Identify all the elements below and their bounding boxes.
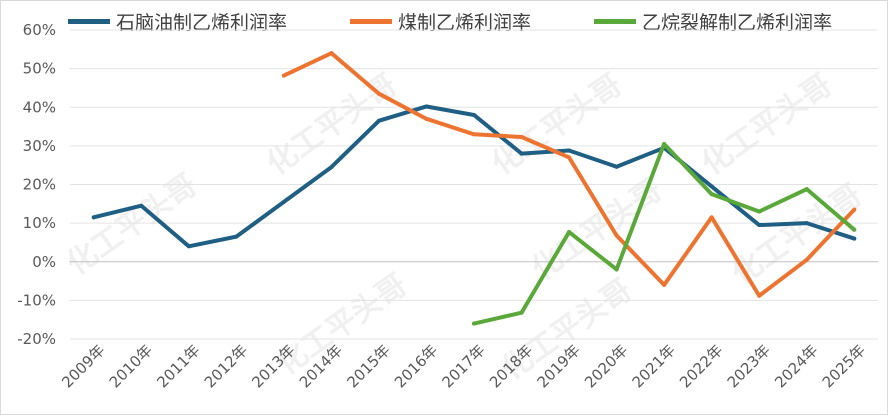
x-tick-label: 2021年 — [629, 341, 679, 391]
data-point — [757, 209, 762, 214]
x-axis-ticks: 2009年2010年2011年2012年2013年2014年2015年2016年… — [58, 341, 869, 391]
legend-swatch — [594, 19, 636, 24]
legend-swatch — [350, 19, 392, 24]
data-point — [329, 51, 334, 56]
y-tick-label: -10% — [17, 291, 56, 309]
data-point — [804, 187, 809, 192]
y-tick-label: -20% — [17, 330, 56, 348]
legend-label: 石脑油制乙烯利润率 — [116, 12, 288, 34]
legend-swatch — [68, 19, 110, 24]
legend-label: 乙烷裂解制乙烯利润率 — [642, 12, 833, 34]
data-point — [804, 257, 809, 262]
data-point — [614, 267, 619, 272]
data-point — [614, 233, 619, 238]
legend-label: 煤制乙烯利润率 — [398, 12, 532, 34]
data-point — [662, 282, 667, 287]
data-point — [709, 192, 714, 197]
data-point — [186, 244, 191, 249]
x-tick-label: 2017年 — [438, 341, 488, 391]
x-tick-label: 2014年 — [296, 341, 346, 391]
x-tick-label: 2018年 — [486, 341, 536, 391]
x-tick-label: 2016年 — [391, 341, 441, 391]
series-line-1 — [281, 51, 857, 298]
data-point — [757, 223, 762, 228]
data-point — [281, 73, 286, 78]
data-point — [709, 184, 714, 189]
data-point — [329, 165, 334, 170]
data-point — [709, 215, 714, 220]
x-tick-label: 2020年 — [581, 341, 631, 391]
x-tick-label: 2023年 — [724, 341, 774, 391]
data-point — [376, 118, 381, 123]
data-point — [234, 234, 239, 239]
data-point — [519, 134, 524, 139]
x-tick-label: 2022年 — [676, 341, 726, 391]
series-line-2 — [472, 141, 857, 326]
series-line-0 — [91, 104, 857, 249]
x-tick-label: 2015年 — [343, 341, 393, 391]
x-tick-label: 2019年 — [534, 341, 584, 391]
data-point — [567, 148, 572, 153]
data-point — [472, 321, 476, 326]
x-tick-label: 2025年 — [819, 341, 869, 391]
data-point — [804, 221, 809, 226]
legend-item-naphtha: 石脑油制乙烯利润率 — [68, 8, 287, 35]
data-point — [91, 215, 96, 220]
data-point — [662, 141, 667, 146]
data-point — [567, 230, 572, 235]
y-tick-label: 0% — [32, 253, 56, 271]
y-axis-ticks: -20% -10% 0% 10% 20% 30% 40% 50% 60% — [17, 21, 56, 348]
y-tick-label: 10% — [23, 214, 56, 232]
legend-item-coal: 煤制乙烯利润率 — [350, 8, 531, 35]
data-point — [424, 104, 429, 109]
data-point — [424, 116, 429, 121]
x-tick-label: 2012年 — [201, 341, 251, 391]
data-point — [614, 164, 619, 169]
y-tick-label: 50% — [23, 60, 56, 78]
data-point — [852, 236, 857, 241]
gridlines — [70, 29, 878, 340]
y-tick-label: 20% — [23, 176, 56, 194]
legend-item-ethane: 乙烷裂解制乙烯利润率 — [594, 8, 832, 35]
x-tick-label: 2013年 — [248, 341, 298, 391]
x-tick-label: 2009年 — [58, 341, 108, 391]
data-point — [139, 203, 144, 208]
series-lines — [91, 51, 857, 326]
x-tick-label: 2024年 — [771, 341, 821, 391]
data-point — [519, 151, 524, 156]
y-tick-label: 30% — [23, 137, 56, 155]
y-tick-label: 40% — [23, 98, 56, 116]
data-point — [567, 155, 572, 160]
data-point — [281, 199, 286, 204]
data-point — [852, 227, 857, 232]
data-point — [472, 132, 476, 137]
data-point — [852, 207, 857, 212]
data-point — [757, 293, 762, 298]
chart-legend: 石脑油制乙烯利润率 煤制乙烯利润率 乙烷裂解制乙烯利润率 — [0, 8, 888, 38]
x-tick-label: 2011年 — [153, 341, 203, 391]
x-tick-label: 2010年 — [106, 341, 156, 391]
data-point — [472, 112, 476, 117]
data-point — [376, 91, 381, 96]
y-tick-label: 60% — [23, 21, 56, 39]
data-point — [519, 310, 524, 315]
